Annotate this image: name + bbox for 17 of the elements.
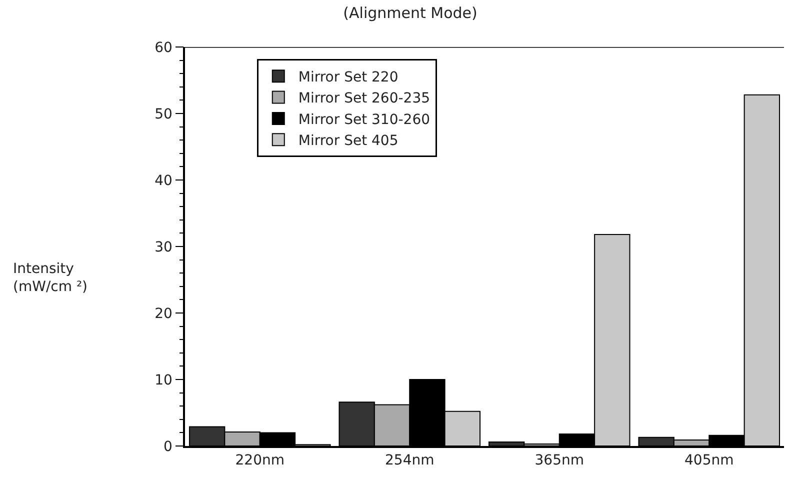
chart-title: (Alignment Mode) <box>343 4 478 22</box>
x-tick-label: 254nm <box>385 452 434 469</box>
y-tick-label: 50 <box>154 106 172 122</box>
x-tick-label: 405nm <box>684 452 734 469</box>
y-tick-label: 30 <box>154 239 172 256</box>
legend-label: Mirror Set 260-235 <box>298 90 430 107</box>
legend-label: Mirror Set 405 <box>298 133 398 150</box>
y-tick-label: 40 <box>154 172 172 189</box>
y-tick-label: 10 <box>154 372 172 388</box>
y-tick-label: 0 <box>164 438 172 455</box>
x-tick-label: 220nm <box>235 452 284 469</box>
y-tick-label: 20 <box>154 306 172 322</box>
legend-label: Mirror Set 310-260 <box>298 112 430 128</box>
x-tick-label: 365nm <box>534 452 584 469</box>
y-tick-label: 60 <box>154 40 172 56</box>
y-axis-title: Intensity (mW/cm ²) <box>13 261 88 296</box>
legend-label: Mirror Set 220 <box>298 70 398 86</box>
